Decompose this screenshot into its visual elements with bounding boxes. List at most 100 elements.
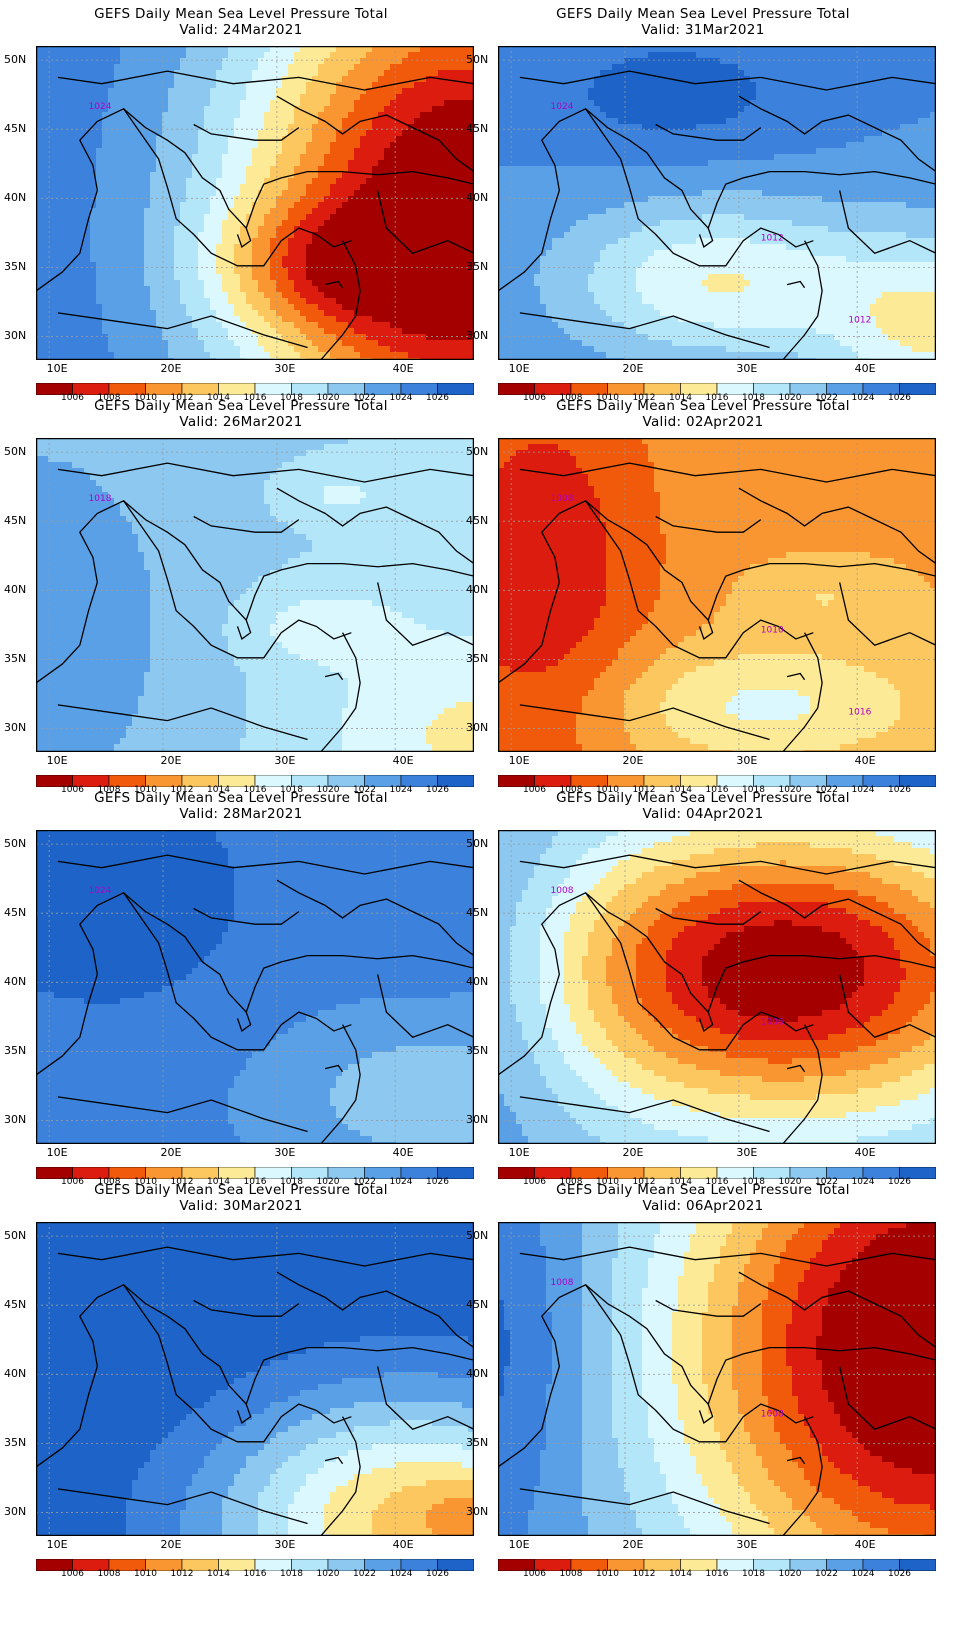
field-cell xyxy=(378,184,385,191)
field-cell xyxy=(930,118,936,125)
field-cell xyxy=(48,76,55,83)
field-cell xyxy=(720,88,727,95)
field-cell xyxy=(804,46,811,53)
field-cell xyxy=(300,70,307,77)
field-cell xyxy=(132,100,139,107)
field-cell xyxy=(300,160,307,167)
field-cell xyxy=(150,274,157,281)
field-cell xyxy=(390,244,397,251)
field-cell xyxy=(438,154,445,161)
field-cell xyxy=(42,346,49,353)
field-cell xyxy=(534,124,541,131)
field-cell xyxy=(450,310,457,317)
field-cell xyxy=(72,94,79,101)
field-cell xyxy=(408,142,415,149)
field-cell xyxy=(270,172,277,179)
field-cell xyxy=(678,100,685,107)
field-cell xyxy=(468,142,474,149)
field-cell xyxy=(762,52,769,59)
coastline xyxy=(320,240,361,360)
field-cell xyxy=(270,154,277,161)
field-cell xyxy=(216,94,223,101)
field-cell xyxy=(636,118,643,125)
field-cell xyxy=(306,112,313,119)
field-cell xyxy=(420,190,427,197)
field-cell xyxy=(864,124,871,131)
field-cell xyxy=(444,208,451,215)
field-cell xyxy=(414,226,421,233)
field-cell xyxy=(174,232,181,239)
field-cell xyxy=(462,352,469,359)
field-cell xyxy=(270,340,277,347)
field-cell xyxy=(72,250,79,257)
field-cell xyxy=(330,172,337,179)
colorbar-level-label: 1022 xyxy=(353,393,376,403)
field-cell xyxy=(66,130,73,137)
field-cell xyxy=(246,352,253,359)
field-cell xyxy=(744,124,751,131)
field-cell xyxy=(114,226,121,233)
field-cell xyxy=(366,190,373,197)
field-cell xyxy=(372,286,379,293)
field-cell xyxy=(240,70,247,77)
field-cell xyxy=(342,334,349,341)
field-cell xyxy=(78,130,85,137)
field-cell xyxy=(396,124,403,131)
field-cell xyxy=(246,202,253,209)
field-cell xyxy=(264,184,271,191)
field-cell xyxy=(756,70,763,77)
field-cell xyxy=(468,220,474,227)
field-cell xyxy=(618,52,625,59)
field-cell xyxy=(42,76,49,83)
field-cell xyxy=(288,286,295,293)
field-cell xyxy=(726,76,733,83)
field-cell xyxy=(276,298,283,305)
field-cell xyxy=(60,286,67,293)
field-cell xyxy=(300,214,307,221)
field-cell xyxy=(240,202,247,209)
field-cell xyxy=(768,118,775,125)
field-cell xyxy=(294,196,301,203)
field-cell xyxy=(90,124,97,131)
field-cell xyxy=(90,190,97,197)
field-cell xyxy=(240,256,247,263)
field-cell xyxy=(108,274,115,281)
field-cell xyxy=(288,106,295,113)
field-cell xyxy=(594,58,601,65)
field-cell xyxy=(396,160,403,167)
field-cell xyxy=(144,250,151,257)
field-cell xyxy=(252,220,259,227)
field-cell xyxy=(180,58,187,65)
field-cell xyxy=(156,178,163,185)
field-cell xyxy=(288,328,295,335)
field-cell xyxy=(168,268,175,275)
field-cell xyxy=(72,310,79,317)
field-cell xyxy=(36,310,43,317)
field-cell xyxy=(138,58,145,65)
field-cell xyxy=(234,226,241,233)
field-cell xyxy=(96,148,103,155)
field-cell xyxy=(786,64,793,71)
field-cell xyxy=(168,208,175,215)
field-cell xyxy=(684,100,691,107)
field-cell xyxy=(378,136,385,143)
field-cell xyxy=(348,166,355,173)
field-cell xyxy=(906,112,913,119)
field-cell xyxy=(642,124,649,131)
field-cell xyxy=(318,130,325,137)
field-cell xyxy=(246,112,253,119)
field-cell xyxy=(420,346,427,353)
field-cell xyxy=(198,292,205,299)
field-cell xyxy=(234,346,241,353)
field-cell xyxy=(360,148,367,155)
field-cell xyxy=(588,88,595,95)
field-cell xyxy=(102,58,109,65)
field-cell xyxy=(222,94,229,101)
field-cell xyxy=(390,112,397,119)
field-cell xyxy=(786,70,793,77)
field-cell xyxy=(504,76,511,83)
field-cell xyxy=(270,328,277,335)
field-cell xyxy=(462,334,469,341)
field-cell xyxy=(876,118,883,125)
field-cell xyxy=(162,184,169,191)
